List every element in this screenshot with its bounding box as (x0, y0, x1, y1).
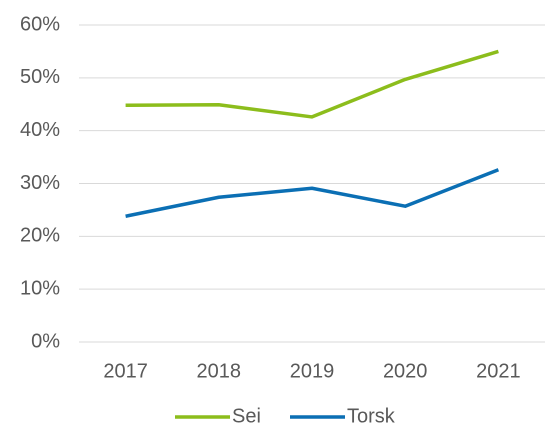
y-tick-label: 60% (20, 13, 60, 35)
y-tick-label: 20% (20, 225, 60, 247)
series-line (125, 49, 499, 119)
x-tick-label: 2017 (103, 360, 148, 382)
y-tick-label: 30% (20, 172, 60, 194)
series-line (125, 168, 500, 218)
x-tick-label: 2018 (197, 360, 242, 382)
legend-label: Sei (232, 405, 261, 427)
x-tick-label: 2021 (476, 360, 521, 382)
y-tick-label: 50% (20, 66, 60, 88)
x-tick-label: 2019 (290, 360, 335, 382)
y-tick-label: 10% (20, 277, 60, 299)
x-tick-label: 2020 (383, 360, 428, 382)
y-tick-label: 40% (20, 119, 60, 141)
legend-label: Torsk (347, 405, 396, 427)
y-tick-label: 0% (31, 330, 60, 352)
